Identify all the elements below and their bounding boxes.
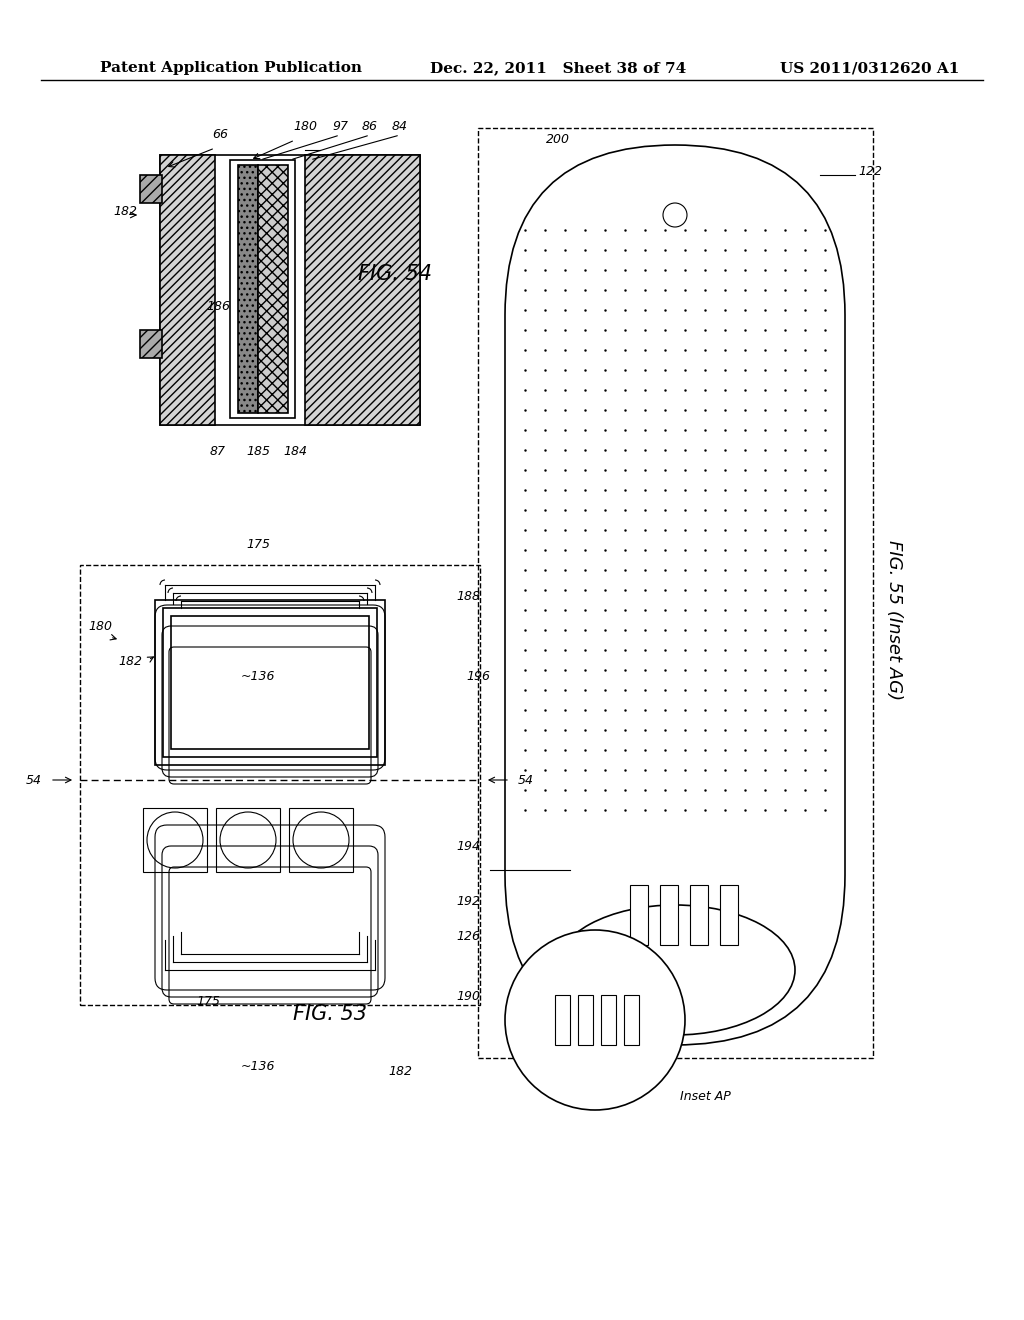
Ellipse shape [555, 906, 795, 1035]
FancyBboxPatch shape [505, 145, 845, 1045]
Text: 84: 84 [392, 120, 408, 133]
Bar [578, 995, 593, 1045]
Text: 200: 200 [546, 133, 570, 147]
Text: FIG. 54: FIG. 54 [358, 264, 432, 284]
Bar [289, 808, 353, 873]
Text: 182: 182 [113, 205, 137, 218]
Text: 188: 188 [456, 590, 480, 603]
Bar [216, 808, 280, 873]
Circle shape [663, 203, 687, 227]
Text: 86: 86 [362, 120, 378, 133]
Text: ~136: ~136 [241, 1060, 275, 1073]
Bar [258, 165, 288, 413]
Text: FIG. 53: FIG. 53 [293, 1005, 367, 1024]
Bar [238, 165, 258, 413]
Text: 194: 194 [456, 840, 480, 853]
Text: 87: 87 [210, 445, 226, 458]
Text: US 2011/0312620 A1: US 2011/0312620 A1 [780, 61, 959, 75]
Bar [140, 330, 162, 358]
Bar [601, 995, 616, 1045]
Bar [690, 884, 708, 945]
Bar [624, 995, 639, 1045]
Text: 190: 190 [456, 990, 480, 1003]
Bar [478, 128, 873, 1059]
Text: 182: 182 [118, 655, 142, 668]
Text: 180: 180 [88, 620, 112, 634]
Text: 196: 196 [466, 671, 490, 682]
Bar [160, 154, 215, 425]
Text: Dec. 22, 2011   Sheet 38 of 74: Dec. 22, 2011 Sheet 38 of 74 [430, 61, 686, 75]
Circle shape [147, 812, 203, 869]
Text: 97: 97 [332, 120, 348, 133]
Bar [720, 884, 738, 945]
Bar [143, 808, 207, 873]
Text: 175: 175 [196, 995, 220, 1008]
Text: FIG. 55 (Inset AG): FIG. 55 (Inset AG) [885, 540, 903, 700]
Text: ~136: ~136 [241, 671, 275, 682]
Text: 184: 184 [283, 445, 307, 458]
Text: 180: 180 [293, 120, 317, 133]
Text: 186: 186 [206, 300, 230, 313]
Text: 192: 192 [456, 895, 480, 908]
Text: 126: 126 [456, 931, 480, 942]
Text: 122: 122 [858, 165, 882, 178]
Bar [140, 176, 162, 203]
Text: 54: 54 [26, 774, 42, 787]
Text: Patent Application Publication: Patent Application Publication [100, 61, 362, 75]
Text: 182: 182 [388, 1065, 412, 1078]
Text: 54: 54 [518, 774, 534, 787]
Bar [305, 154, 420, 425]
Circle shape [505, 931, 685, 1110]
Bar [660, 884, 678, 945]
Text: 175: 175 [246, 539, 270, 550]
Text: Inset AP: Inset AP [680, 1090, 731, 1104]
Bar [80, 565, 480, 1005]
Circle shape [293, 812, 349, 869]
Bar [630, 884, 648, 945]
Text: 66: 66 [212, 128, 228, 141]
Bar [160, 154, 420, 425]
Text: 185: 185 [246, 445, 270, 458]
Bar [555, 995, 570, 1045]
Circle shape [220, 812, 276, 869]
Bar [230, 160, 295, 418]
